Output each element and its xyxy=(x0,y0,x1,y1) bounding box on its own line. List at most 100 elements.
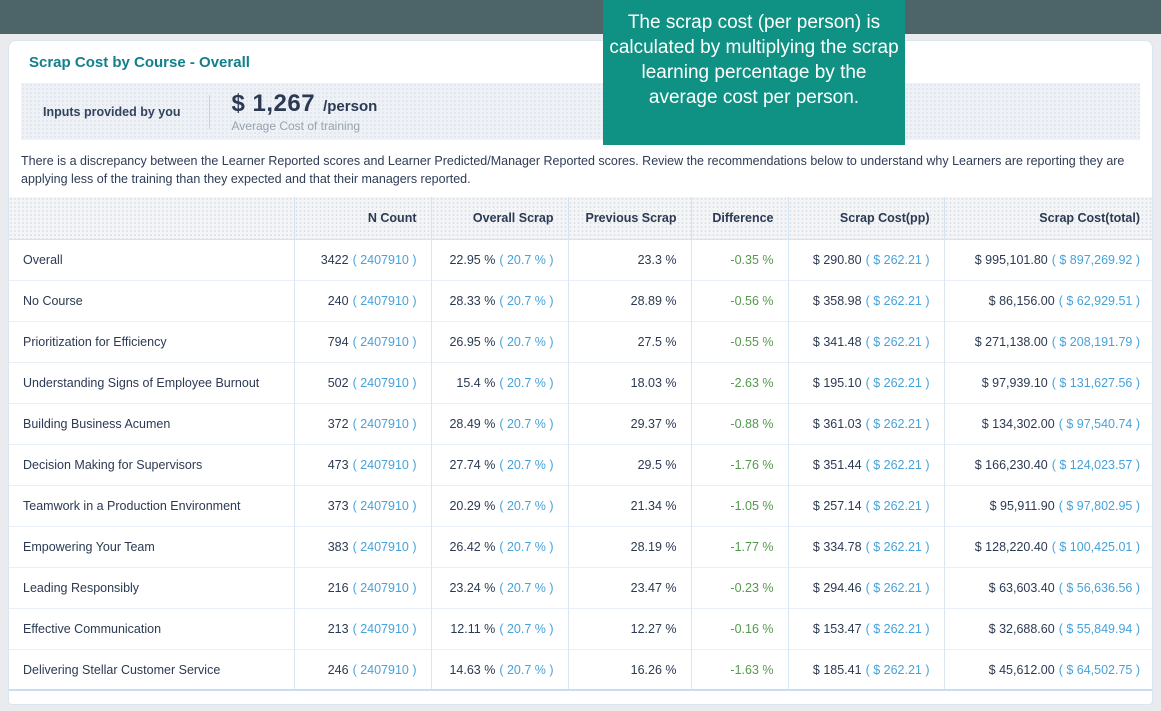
difference-cell: -1.63 % xyxy=(691,648,789,691)
course-name-cell[interactable]: Decision Making for Supervisors xyxy=(9,443,295,486)
n-count-comparison: ( 2407910 ) xyxy=(352,621,417,636)
col-header-overall-scrap[interactable]: Overall Scrap xyxy=(431,197,569,240)
course-name-cell[interactable]: Effective Communication xyxy=(9,607,295,650)
course-name-cell[interactable]: Delivering Stellar Customer Service xyxy=(9,648,295,691)
previous-scrap-cell: 27.5 % xyxy=(568,320,692,363)
overall-scrap-value: 15.4 % xyxy=(456,375,496,390)
n-count-value: 3422 xyxy=(320,252,349,267)
average-cost-block: $ 1,267 /person Average Cost of training xyxy=(210,90,378,133)
course-name-cell[interactable]: Overall xyxy=(9,238,295,281)
inputs-banner: Inputs provided by you $ 1,267 /person A… xyxy=(21,83,1140,140)
n-count-cell: 383( 2407910 ) xyxy=(294,525,432,568)
table-row: Leading Responsibly 216( 2407910 ) 23.24… xyxy=(9,566,1152,609)
col-header-difference[interactable]: Difference xyxy=(691,197,789,240)
banner-divider xyxy=(208,94,210,129)
scrap-cost-pp-value: $ 294.46 xyxy=(812,580,862,595)
scrap-cost-total-value: $ 45,612.00 xyxy=(988,662,1055,677)
scrap-cost-total-comparison: ( $ 97,802.95 ) xyxy=(1058,498,1140,513)
overall-scrap-value: 26.95 % xyxy=(449,334,496,349)
scrap-cost-total-cell: $ 128,220.40( $ 100,425.01 ) xyxy=(944,525,1152,568)
col-header-n-count[interactable]: N Count xyxy=(294,197,432,240)
n-count-value: 213 xyxy=(327,621,349,636)
tooltip-callout: The scrap cost (per person) is calculate… xyxy=(603,0,905,145)
col-header-scrap-cost-total[interactable]: Scrap Cost(total) xyxy=(944,197,1152,240)
table-header-row: N Count Overall Scrap Previous Scrap Dif… xyxy=(9,197,1152,240)
scrap-cost-pp-value: $ 257.14 xyxy=(812,498,862,513)
scrap-cost-total-cell: $ 45,612.00( $ 64,502.75 ) xyxy=(944,648,1152,691)
scrap-cost-total-value: $ 166,230.40 xyxy=(974,457,1048,472)
scrap-cost-pp-cell: $ 351.44( $ 262.21 ) xyxy=(788,443,945,486)
overall-scrap-value: 28.49 % xyxy=(449,416,496,431)
difference-cell: -1.76 % xyxy=(691,443,789,486)
previous-scrap-cell: 23.3 % xyxy=(568,238,692,281)
overall-scrap-cell: 12.11 %( 20.7 % ) xyxy=(431,607,569,650)
course-name-cell[interactable]: Prioritization for Efficiency xyxy=(9,320,295,363)
overall-scrap-comparison: ( 20.7 % ) xyxy=(499,539,554,554)
n-count-value: 372 xyxy=(327,416,349,431)
course-name-cell[interactable]: Understanding Signs of Employee Burnout xyxy=(9,361,295,404)
inputs-banner-label: Inputs provided by you xyxy=(43,104,181,119)
scrap-cost-pp-comparison: ( $ 262.21 ) xyxy=(865,498,930,513)
col-header-previous-scrap[interactable]: Previous Scrap xyxy=(568,197,692,240)
scrap-cost-pp-cell: $ 361.03( $ 262.21 ) xyxy=(788,402,945,445)
n-count-comparison: ( 2407910 ) xyxy=(352,580,417,595)
previous-scrap-cell: 16.26 % xyxy=(568,648,692,691)
previous-scrap-cell: 23.47 % xyxy=(568,566,692,609)
scrap-cost-total-comparison: ( $ 55,849.94 ) xyxy=(1058,621,1140,636)
course-name-cell[interactable]: No Course xyxy=(9,279,295,322)
overall-scrap-comparison: ( 20.7 % ) xyxy=(499,252,554,267)
difference-cell: -2.63 % xyxy=(691,361,789,404)
scrap-cost-pp-value: $ 195.10 xyxy=(812,375,862,390)
scrap-cost-total-comparison: ( $ 97,540.74 ) xyxy=(1058,416,1140,431)
scrap-cost-total-value: $ 97,939.10 xyxy=(981,375,1048,390)
average-cost-unit: /person xyxy=(323,98,378,115)
n-count-value: 216 xyxy=(327,580,349,595)
course-name-cell[interactable]: Teamwork in a Production Environment xyxy=(9,484,295,527)
n-count-comparison: ( 2407910 ) xyxy=(352,375,417,390)
table-row: Overall 3422( 2407910 ) 22.95 %( 20.7 % … xyxy=(9,238,1152,281)
scrap-cost-total-cell: $ 134,302.00( $ 97,540.74 ) xyxy=(944,402,1152,445)
page-title: Scrap Cost by Course - Overall xyxy=(29,54,250,71)
overall-scrap-comparison: ( 20.7 % ) xyxy=(499,662,554,677)
n-count-value: 502 xyxy=(327,375,349,390)
scrap-cost-pp-cell: $ 185.41( $ 262.21 ) xyxy=(788,648,945,691)
col-header-scrap-cost-pp[interactable]: Scrap Cost(pp) xyxy=(788,197,945,240)
table-row: Understanding Signs of Employee Burnout … xyxy=(9,361,1152,404)
scrap-cost-total-value: $ 86,156.00 xyxy=(988,293,1055,308)
scrap-cost-pp-comparison: ( $ 262.21 ) xyxy=(865,580,930,595)
difference-cell: -0.16 % xyxy=(691,607,789,650)
course-name-cell[interactable]: Leading Responsibly xyxy=(9,566,295,609)
overall-scrap-cell: 28.33 %( 20.7 % ) xyxy=(431,279,569,322)
scrap-cost-pp-cell: $ 290.80( $ 262.21 ) xyxy=(788,238,945,281)
scrap-cost-total-comparison: ( $ 56,636.56 ) xyxy=(1058,580,1140,595)
overall-scrap-comparison: ( 20.7 % ) xyxy=(499,457,554,472)
overall-scrap-value: 23.24 % xyxy=(449,580,496,595)
scrap-cost-pp-cell: $ 153.47( $ 262.21 ) xyxy=(788,607,945,650)
table-row: No Course 240( 2407910 ) 28.33 %( 20.7 %… xyxy=(9,279,1152,322)
overall-scrap-cell: 26.95 %( 20.7 % ) xyxy=(431,320,569,363)
course-name-cell[interactable]: Building Business Acumen xyxy=(9,402,295,445)
scrap-cost-total-cell: $ 97,939.10( $ 131,627.56 ) xyxy=(944,361,1152,404)
scrap-cost-pp-comparison: ( $ 262.21 ) xyxy=(865,334,930,349)
n-count-comparison: ( 2407910 ) xyxy=(352,662,417,677)
n-count-value: 240 xyxy=(327,293,349,308)
table-row: Building Business Acumen 372( 2407910 ) … xyxy=(9,402,1152,445)
average-cost-value: $ 1,267 xyxy=(231,90,316,117)
previous-scrap-cell: 12.27 % xyxy=(568,607,692,650)
scrap-cost-total-comparison: ( $ 208,191.79 ) xyxy=(1051,334,1140,349)
overall-scrap-cell: 14.63 %( 20.7 % ) xyxy=(431,648,569,691)
scrap-cost-total-value: $ 128,220.40 xyxy=(974,539,1048,554)
difference-cell: -1.05 % xyxy=(691,484,789,527)
overall-scrap-cell: 22.95 %( 20.7 % ) xyxy=(431,238,569,281)
difference-cell: -0.56 % xyxy=(691,279,789,322)
difference-cell: -0.35 % xyxy=(691,238,789,281)
scrap-cost-pp-comparison: ( $ 262.21 ) xyxy=(865,662,930,677)
scrap-cost-total-comparison: ( $ 62,929.51 ) xyxy=(1058,293,1140,308)
scrap-cost-total-value: $ 134,302.00 xyxy=(981,416,1055,431)
scrap-cost-pp-comparison: ( $ 262.21 ) xyxy=(865,416,930,431)
scrap-cost-total-comparison: ( $ 897,269.92 ) xyxy=(1051,252,1140,267)
n-count-comparison: ( 2407910 ) xyxy=(352,416,417,431)
scrap-cost-pp-value: $ 358.98 xyxy=(812,293,862,308)
scrap-cost-total-comparison: ( $ 131,627.56 ) xyxy=(1051,375,1140,390)
course-name-cell[interactable]: Empowering Your Team xyxy=(9,525,295,568)
